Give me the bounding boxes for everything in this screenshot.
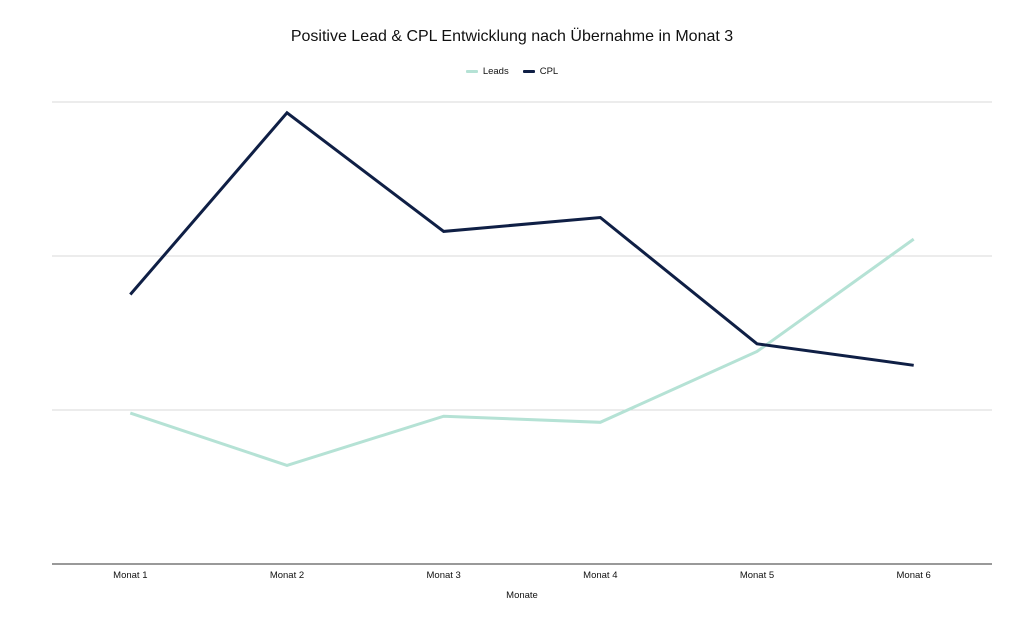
- series-line-leads: [129, 237, 915, 467]
- series-line-cpl: [129, 110, 914, 367]
- chart-title: Positive Lead & CPL Entwicklung nach Übe…: [290, 28, 734, 45]
- legend-swatch-leads: [465, 70, 478, 73]
- x-tick-label: Monat 2: [270, 570, 304, 581]
- legend-item-leads: Leads: [465, 66, 509, 77]
- x-tick-label: Monat 4: [583, 570, 617, 581]
- legend-swatch-cpl: [522, 70, 535, 73]
- legend-item-cpl: CPL: [522, 66, 559, 77]
- legend-label-leads: Leads: [482, 66, 509, 77]
- x-tick-label: Monat 6: [897, 570, 931, 581]
- x-tick-label: Monat 5: [740, 570, 774, 581]
- x-axis-label: Monate: [506, 590, 538, 601]
- x-tick-label: Monat 1: [113, 570, 147, 581]
- x-tick-label: Monat 3: [427, 570, 461, 581]
- legend-label-cpl: CPL: [539, 66, 559, 77]
- legend: Leads CPL: [0, 66, 1024, 77]
